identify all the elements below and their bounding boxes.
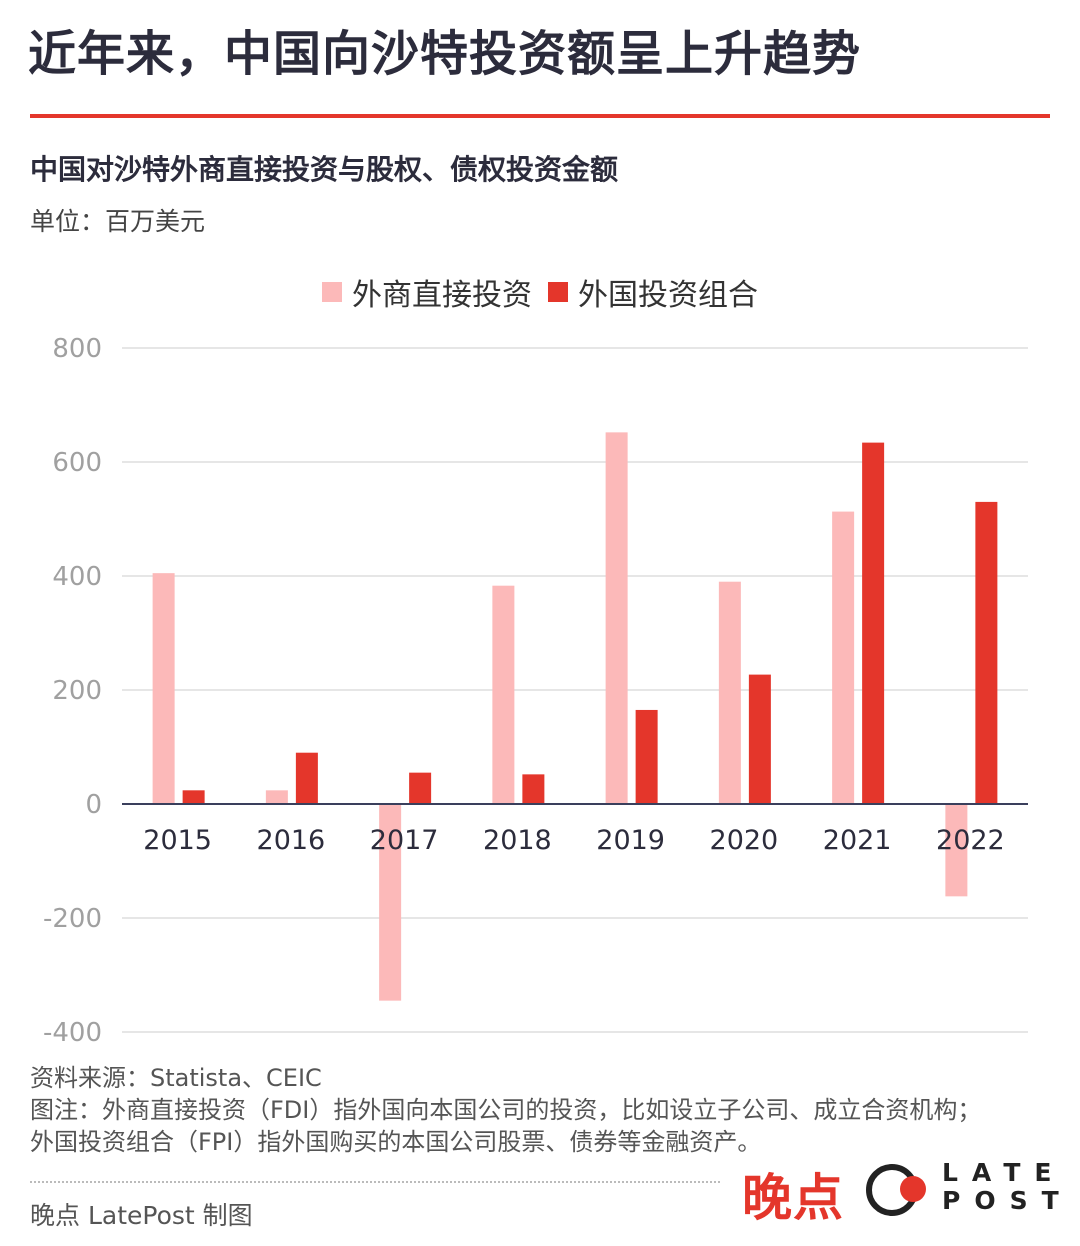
legend-swatch-fpi — [548, 282, 568, 302]
y-tick-label: -200 — [43, 904, 102, 934]
logo-dot-icon — [900, 1176, 926, 1202]
bar-fpi — [975, 501, 998, 804]
y-tick-label: 200 — [52, 676, 102, 706]
y-tick-label: 800 — [52, 334, 102, 364]
bar-fpi — [635, 709, 658, 804]
headline: 近年来，中国向沙特投资额呈上升趋势 — [28, 26, 862, 82]
bar-fdi — [379, 804, 402, 1001]
unit-label: 单位：百万美元 — [30, 207, 206, 236]
bar-fdi — [492, 585, 515, 804]
y-tick-label: 600 — [52, 448, 102, 478]
bar-chart: 800 600 400 200 0 -200 -400 2015 2016 2017 2018 201… — [43, 334, 1028, 1048]
legend-label-fpi: 外国投资组合 — [578, 278, 758, 313]
bar-fdi — [832, 511, 855, 804]
latepost-logo: 晚点 LATE POST — [742, 1158, 1066, 1227]
x-tick-label: 2019 — [596, 825, 665, 856]
bar-fpi — [409, 772, 432, 804]
legend-swatch-fdi — [322, 282, 342, 302]
bar-fpi — [522, 774, 545, 804]
legend-label-fdi: 外商直接投资 — [352, 278, 532, 313]
y-tick-label: 400 — [52, 562, 102, 592]
bar-fdi — [152, 573, 175, 804]
x-tick-label: 2017 — [370, 825, 439, 856]
bar-fpi — [295, 752, 318, 804]
y-tick-label: -400 — [43, 1018, 102, 1048]
legend-note-fpi: 外国投资组合（FPI）指外国购买的本国公司股票、债券等金融资产。 — [30, 1128, 762, 1156]
x-tick-label: 2018 — [483, 825, 552, 856]
x-tick-label: 2016 — [257, 825, 326, 856]
logo-text-cn: 晚点 — [742, 1169, 844, 1227]
chart-subtitle: 中国对沙特外商直接投资与股权、债权投资金额 — [30, 153, 619, 186]
bar-fdi — [718, 581, 741, 804]
bar-fpi — [862, 442, 885, 804]
notes: 资料来源：Statista、CEIC 图注：外商直接投资（FDI）指外国向本国公… — [30, 1062, 981, 1158]
y-tick-label: 0 — [85, 790, 102, 820]
legend-item-fdi: 外商直接投资 — [322, 270, 532, 314]
dotted-divider — [30, 1181, 720, 1183]
legend: 外商直接投资 外国投资组合 — [0, 270, 1080, 314]
credit: 晚点 LatePost 制图 — [30, 1201, 253, 1230]
bar-fpi — [182, 790, 205, 804]
x-tick-label: 2015 — [143, 825, 212, 856]
bar-fdi — [945, 804, 968, 897]
legend-note-fdi: 图注：外商直接投资（FDI）指外国向本国公司的投资，比如设立子公司、成立合资机构… — [30, 1096, 982, 1124]
source-note: 资料来源：Statista、CEIC — [30, 1064, 322, 1092]
logo-text-post: POST — [942, 1186, 1073, 1215]
bar-fpi — [748, 674, 771, 804]
logo-text-late: LATE — [942, 1158, 1066, 1187]
x-tick-label: 2021 — [823, 825, 892, 856]
red-divider — [30, 114, 1050, 118]
bar-fdi — [605, 432, 628, 804]
x-tick-label: 2022 — [936, 825, 1005, 856]
x-tick-label: 2020 — [710, 825, 779, 856]
bar-fdi — [265, 790, 288, 804]
legend-item-fpi: 外国投资组合 — [548, 270, 758, 314]
